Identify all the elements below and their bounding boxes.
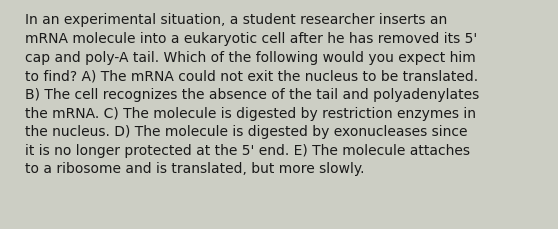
Text: In an experimental situation, a student researcher inserts an
mRNA molecule into: In an experimental situation, a student … [25, 13, 479, 176]
